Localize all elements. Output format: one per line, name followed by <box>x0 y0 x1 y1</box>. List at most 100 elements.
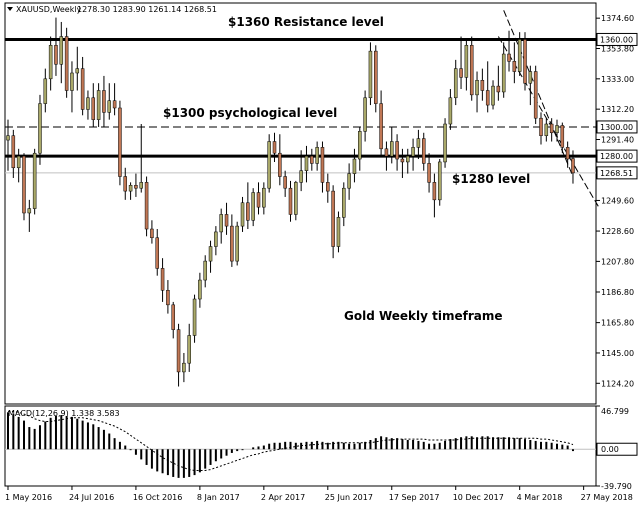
candle-body <box>533 71 538 119</box>
candle-body <box>347 173 351 189</box>
candle-body <box>166 290 170 306</box>
y-tick-label: 1145.00 <box>601 349 634 358</box>
candle-body <box>112 100 117 109</box>
x-tick-label: 4 Mar 2018 <box>517 493 563 502</box>
candle-body <box>368 50 373 99</box>
annotation-1280: $1280 level <box>452 172 530 186</box>
macd-zero-box <box>596 442 638 456</box>
candle-body <box>443 123 447 163</box>
y-tick-label: 1165.80 <box>601 319 634 328</box>
candle-body <box>459 68 463 78</box>
x-tick-label: 17 Sep 2017 <box>389 493 440 502</box>
time-axis: 1 May 2016 24 Jul 2016 16 Oct 2016 8 Jan 20… <box>5 486 633 502</box>
x-tick-label: 16 Oct 2016 <box>133 493 182 502</box>
candle-body <box>208 246 213 262</box>
candle-body <box>294 182 298 215</box>
collapse-triangle-icon <box>7 7 13 11</box>
annotation-resistance: $1360 Resistance level <box>228 15 384 29</box>
candle-body <box>235 225 239 262</box>
x-tick-label: 8 Jan 2017 <box>197 493 240 502</box>
price-panel-frame <box>4 2 597 405</box>
y-tick-label: 1228.60 <box>601 227 634 236</box>
candle-body <box>187 335 191 364</box>
price-label-box <box>596 32 638 46</box>
candle-body <box>496 85 501 93</box>
candles <box>6 17 575 387</box>
ohlc-readout: 1278.30 1283.90 1261.14 1268.51 <box>77 5 217 14</box>
candle-body <box>427 163 431 183</box>
candle-body <box>192 298 197 336</box>
x-tick-label: 24 Jul 2016 <box>69 493 114 502</box>
candle-body <box>123 176 128 192</box>
candle-body <box>352 158 357 174</box>
price-label-box <box>596 120 638 134</box>
candle-body <box>480 80 485 91</box>
candle-body <box>555 125 559 134</box>
candle-body <box>363 97 367 132</box>
candle-body <box>272 141 277 154</box>
candle-body <box>448 97 453 125</box>
candle-body <box>501 53 506 93</box>
candle-body <box>214 231 218 247</box>
candle-body <box>358 131 362 160</box>
candle-body <box>27 208 32 214</box>
candle-body <box>406 155 410 163</box>
candle-body <box>43 78 48 104</box>
candle-body <box>16 155 21 169</box>
candle-body <box>320 147 325 183</box>
candle-body <box>54 45 58 65</box>
channel-line <box>503 10 574 177</box>
macd-axis: 46.799 0.00 -39.790 <box>596 405 638 491</box>
x-tick-label: 25 Jun 2017 <box>325 493 373 502</box>
candle-body <box>6 135 10 141</box>
candle-body <box>102 90 106 113</box>
candle-body <box>384 148 389 157</box>
candle-body <box>336 217 341 247</box>
x-tick-label: 10 Dec 2017 <box>453 493 504 502</box>
annotation-psychological: $1300 psychological level <box>163 106 337 120</box>
candle-body <box>219 214 223 233</box>
candle-body <box>304 155 309 171</box>
candle-body <box>528 71 533 84</box>
candle-body <box>326 182 330 192</box>
y-tick-label: 1124.20 <box>601 379 634 388</box>
macd-y-tick-label: 0.00 <box>601 445 619 454</box>
candle-body <box>432 182 437 201</box>
price-labels: 1360.00 1300.00 1280.00 1268.51 <box>596 32 638 180</box>
candle-body <box>198 279 202 300</box>
y-tick-label: 1353.80 <box>601 44 634 53</box>
candle-body <box>150 228 154 239</box>
price-axis: 1374.601353.801333.001312.201291.401270.… <box>596 14 634 388</box>
candle-body <box>75 68 80 74</box>
candle-body <box>310 155 314 164</box>
y-tick-label: 1333.00 <box>601 75 634 84</box>
candle-body <box>251 192 255 221</box>
candle-body <box>512 61 517 72</box>
candle-body <box>22 155 26 214</box>
candle-body <box>203 260 207 281</box>
candle-body <box>240 202 245 227</box>
candle-body <box>475 80 479 96</box>
candle-body <box>224 214 229 227</box>
candle-body <box>11 135 16 169</box>
candle-body <box>288 187 293 215</box>
candle-body <box>283 176 287 189</box>
candle-body <box>571 158 575 174</box>
candle-body <box>171 304 175 330</box>
candle-body <box>421 138 426 164</box>
price-label-text: 1268.51 <box>600 169 633 178</box>
candle-body <box>91 97 96 120</box>
y-tick-label: 1207.80 <box>601 257 634 266</box>
candle-body <box>411 147 415 157</box>
candle-body <box>523 39 527 84</box>
candle-body <box>262 187 266 208</box>
candle-body <box>395 141 399 160</box>
candle-body <box>86 97 90 110</box>
price-label-box <box>596 166 638 180</box>
macd-y-tick-label: -39.790 <box>601 482 632 491</box>
candle-body <box>144 182 149 230</box>
x-tick-label: 1 May 2016 <box>5 493 52 502</box>
macd-label: MACD(12,26,9) 1.338 3.583 <box>8 409 120 418</box>
candle-body <box>315 147 319 164</box>
